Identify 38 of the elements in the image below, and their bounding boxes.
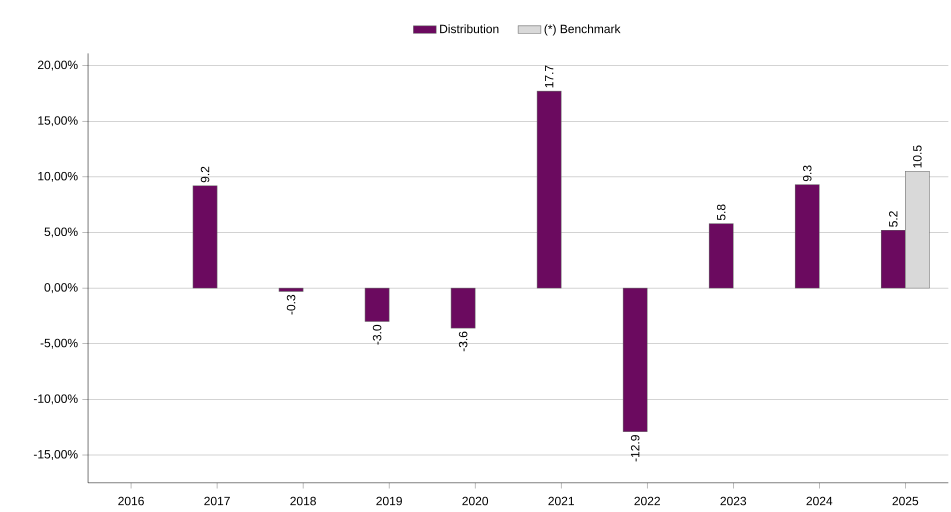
x-tick-label: 2024 bbox=[806, 496, 832, 506]
y-tick-label: -10,00% bbox=[34, 394, 78, 404]
bar bbox=[278, 288, 304, 292]
x-tick-label: 2025 bbox=[892, 496, 918, 506]
bar bbox=[536, 90, 562, 288]
legend-label: (*) Benchmark bbox=[544, 24, 621, 36]
data-label: 17.7 bbox=[545, 65, 554, 88]
bar bbox=[794, 184, 820, 288]
data-label: 9.2 bbox=[200, 166, 210, 182]
bar bbox=[708, 223, 734, 288]
x-tick-label: 2022 bbox=[634, 496, 660, 506]
data-label: 5.2 bbox=[889, 211, 898, 227]
x-tick-label: 2019 bbox=[376, 496, 402, 506]
x-tick-label: 2018 bbox=[290, 496, 316, 506]
x-tick-label: 2020 bbox=[462, 496, 488, 506]
x-tick-label: 2023 bbox=[720, 496, 746, 506]
bar bbox=[364, 288, 390, 322]
data-label: 10.5 bbox=[913, 145, 922, 168]
x-tick-label: 2021 bbox=[548, 496, 574, 506]
x-tick-label: 2016 bbox=[118, 496, 144, 506]
y-tick-label: 20,00% bbox=[38, 60, 78, 70]
bar bbox=[622, 288, 648, 432]
y-tick-label: 10,00% bbox=[38, 172, 78, 182]
y-tick-label: 5,00% bbox=[44, 227, 78, 238]
data-label: -3.6 bbox=[458, 332, 468, 352]
data-label: -0.3 bbox=[286, 294, 296, 314]
y-tick-label: 0,00% bbox=[44, 283, 78, 293]
data-label: -12.9 bbox=[630, 435, 640, 462]
legend-label: Distribution bbox=[440, 24, 498, 34]
data-label: 5.8 bbox=[716, 204, 726, 220]
y-tick-label: 15,00% bbox=[38, 116, 78, 126]
data-label: 9.3 bbox=[802, 165, 812, 182]
y-tick-label: -5,00% bbox=[40, 338, 78, 349]
x-tick-label: 2017 bbox=[204, 496, 230, 506]
bar bbox=[450, 288, 476, 328]
bar bbox=[192, 185, 218, 288]
data-label: -3.0 bbox=[372, 324, 382, 344]
y-tick-label: -15,00% bbox=[34, 450, 78, 460]
